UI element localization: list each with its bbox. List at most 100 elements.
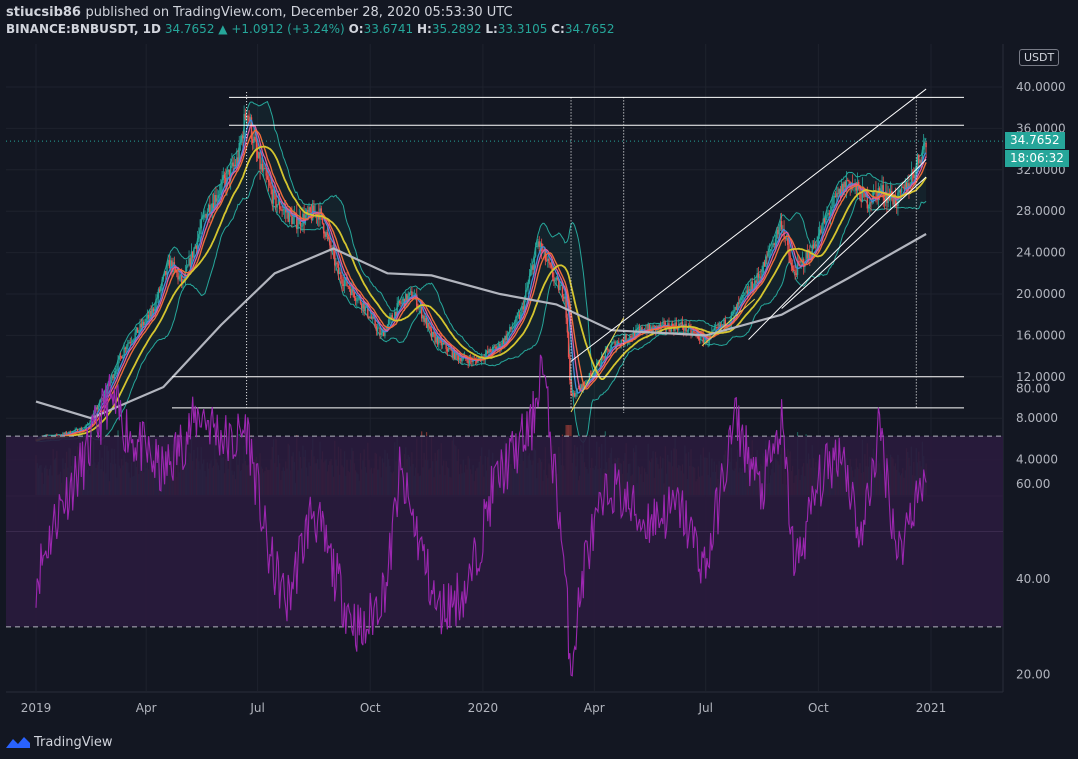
candle-body [653,325,655,327]
candle-body [746,290,749,296]
candle-body [582,382,584,390]
rsi-axis-tick: 60.00 [1016,477,1050,491]
candle-body [738,302,740,304]
candle-body [375,326,378,331]
candle-body [204,214,206,216]
publish-text: published on TradingView.com, December 2… [85,5,513,20]
candle-body [881,185,883,190]
candle-body [729,321,731,325]
candle-body [248,116,250,122]
candle-body [130,341,133,343]
bollinger-lower-line [35,170,927,444]
price-axis-tick: 12.0000 [1016,370,1066,384]
candle-body [272,189,275,204]
candle-body [861,187,864,203]
currency-button[interactable]: USDT [1019,49,1060,66]
candle-body [491,346,494,354]
candle-body [840,183,843,197]
candle-body [348,286,351,289]
candle-body [419,306,422,308]
candle-body [724,319,727,328]
price-axis-tick: 24.0000 [1016,246,1066,260]
candle-body [323,223,325,234]
candle-body [629,335,631,340]
trend-line[interactable] [781,176,927,309]
candle-body [554,279,556,282]
candle-body [360,303,363,309]
candle-body [900,186,903,193]
candle-body [383,330,385,337]
symbol-label[interactable]: BINANCE:BNBUSDT, 1D [6,22,161,36]
candle-body [215,195,217,202]
candle-body [357,297,359,301]
candle-body [566,317,569,333]
ma-200-line [35,233,927,420]
candle-body [287,210,289,222]
candle-body [632,331,635,339]
candle-body [75,429,78,431]
trend-line[interactable] [570,317,625,413]
candle-body [402,298,405,302]
close-value: 34.7652 [564,22,615,36]
candle-body [165,271,167,275]
candle-body [679,323,681,325]
candle-body [614,341,616,349]
candle-body [694,331,696,333]
candle-body [420,306,423,319]
candle-body [680,322,682,324]
candle-body [850,184,853,190]
candle-body [111,375,113,381]
trend-line[interactable] [748,159,927,340]
candle-body [602,356,604,358]
candle-body [716,327,718,328]
candle-body [634,331,636,338]
candle-body [443,342,445,344]
candle-body [74,429,76,432]
candle-body [369,316,371,319]
candle-body [342,284,345,287]
candle-body [549,262,551,265]
candle-body [604,350,607,359]
candle-body [229,165,232,180]
candle-body [598,361,600,367]
candle-body [157,289,160,299]
time-axis-tick: Apr [584,701,605,715]
candle-body [695,332,697,334]
candle-body [815,244,817,247]
ohlc-line: BINANCE:BNBUSDT, 1D 34.7652 ▲ +1.0912 (+… [6,21,1006,37]
candle-body [367,305,369,317]
footer-logo[interactable]: TradingView [6,733,113,751]
candle-body [96,407,98,410]
candle-body [924,142,926,144]
candle-body [722,324,724,326]
trend-line[interactable] [701,298,756,347]
candle-body [471,359,473,363]
candle-body [321,213,324,224]
candle-body [363,302,365,312]
candle-body [396,303,398,317]
candle-body [589,373,592,375]
author-name[interactable]: stiucsib86 [6,5,81,20]
candle-body [478,356,480,359]
candle-body [515,316,517,325]
candle-body [231,162,233,166]
candle-body [839,188,842,197]
low-label: L: [485,22,498,36]
candle-body [880,189,882,192]
candle-body [740,297,742,301]
candle-body [780,221,783,230]
candle-body [635,329,637,338]
candle-body [773,243,775,246]
rsi-axis-tick: 20.00 [1016,668,1050,682]
candle-body [503,340,505,344]
candle-body [468,357,471,364]
candle-body [343,280,346,287]
candle-body [134,332,136,339]
candle-body [429,326,431,329]
candle-body [836,193,838,197]
candle-body [308,207,310,213]
trend-line[interactable] [570,88,927,362]
candle-body [843,181,845,195]
candle-body [766,256,768,258]
